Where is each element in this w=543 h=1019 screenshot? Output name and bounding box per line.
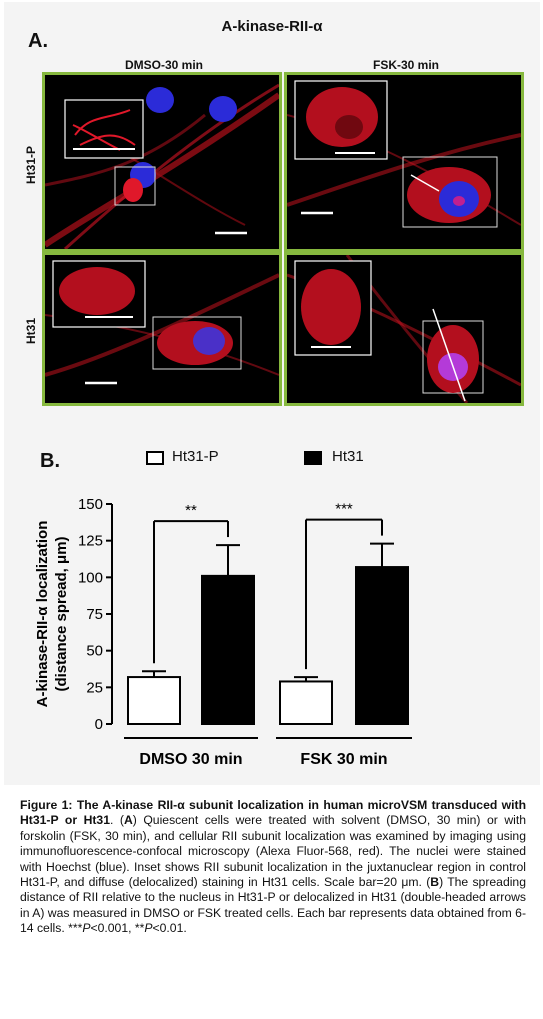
y-tick-label: 150 — [78, 496, 103, 513]
row-label-ht31p: Ht31-P — [24, 145, 38, 184]
y-tick-label: 50 — [86, 643, 103, 660]
caption-p2-stars: ** — [134, 921, 145, 936]
caption-p1-sym: P — [82, 921, 91, 936]
caption-title: The A-kinase RII-α subunit localization … — [20, 798, 527, 828]
caption-p2-sym: P — [144, 921, 153, 936]
micrograph-ht31-fsk — [284, 252, 524, 406]
caption-text-a: Quiescent cells were treated with solven… — [20, 813, 526, 890]
y-axis-label-unit: (distance spread, μm) — [53, 536, 70, 691]
caption-p2-val: <0.01. — [152, 921, 187, 936]
panel-b-label: B. — [40, 450, 60, 472]
micrograph-ht31-dmso — [42, 252, 282, 406]
row-label-ht31: Ht31 — [24, 317, 38, 344]
caption-p1-val: <0.001, — [90, 921, 135, 936]
panel-a-label: A. — [28, 30, 48, 52]
y-axis-label: A-kinase-RII-α localization — [34, 521, 51, 708]
bar — [279, 680, 333, 725]
y-tick-label: 0 — [95, 716, 103, 733]
bar — [127, 676, 181, 725]
x-tick-label: DMSO 30 min — [139, 751, 242, 768]
y-tick-label: 25 — [86, 679, 103, 696]
figure: A. A-kinase-RII-α DMSO-30 min FSK-30 min… — [4, 2, 540, 785]
figure-caption: Figure 1: The A-kinase RII-α subunit loc… — [20, 798, 527, 936]
caption-figure-label: Figure 1: — [20, 798, 73, 812]
bar — [355, 566, 409, 725]
bar — [201, 574, 255, 725]
x-tick-label: FSK 30 min — [300, 751, 387, 768]
legend-label-ht31p: Ht31-P — [172, 448, 219, 465]
significance-label: *** — [335, 501, 353, 518]
panel-a-title: A-kinase-RII-α — [221, 18, 323, 35]
legend-label-ht31: Ht31 — [332, 448, 364, 465]
y-tick-label: 100 — [78, 569, 103, 586]
y-tick-label: 125 — [78, 533, 103, 550]
caption-panel-b-ref: B — [430, 875, 440, 890]
column-label-dmso: DMSO-30 min — [124, 58, 203, 72]
micrograph-ht31p-fsk — [284, 72, 524, 252]
legend-swatch-ht31 — [304, 451, 322, 465]
significance-label: ** — [185, 502, 197, 519]
legend-swatch-ht31p — [146, 451, 164, 465]
y-tick-label: 75 — [86, 606, 103, 623]
caption-p1-stars: *** — [68, 921, 83, 936]
caption-text-b: The spreading distance of RII relative t… — [20, 875, 527, 936]
caption-panel-a-ref: A — [123, 813, 133, 828]
bar-chart: 0 25 50 75 100 125 150 A-kinase-RII-α localizat… — [34, 496, 412, 768]
column-label-fsk: FSK-30 min — [372, 58, 439, 72]
micrograph-ht31p-dmso — [42, 72, 282, 252]
